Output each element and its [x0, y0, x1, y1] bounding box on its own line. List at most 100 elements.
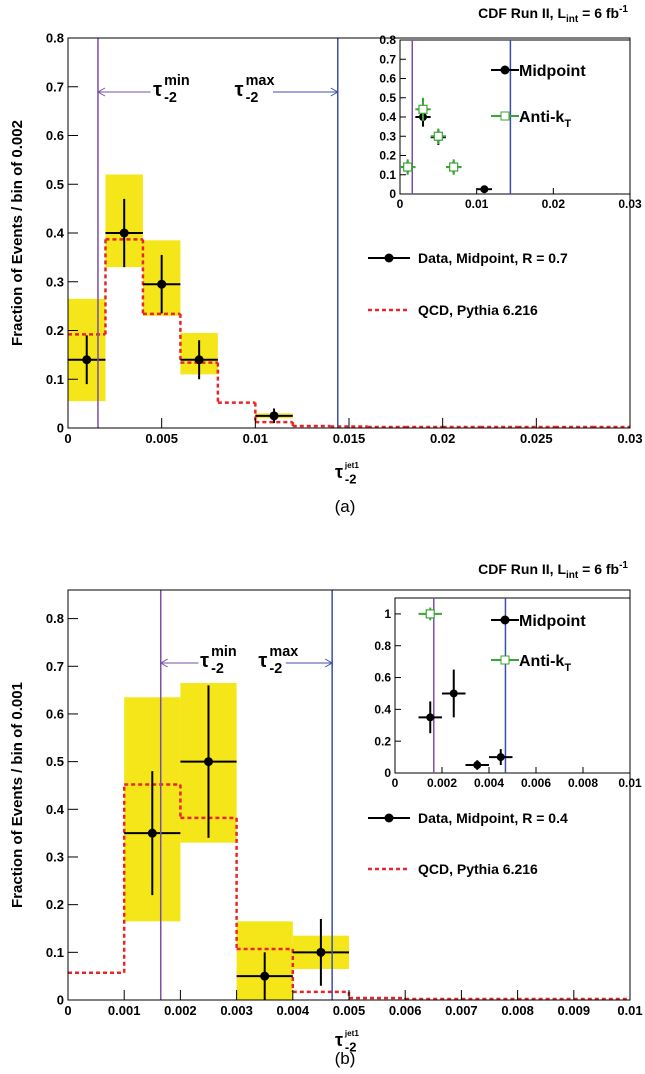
x-tick-label: 0	[397, 197, 404, 211]
symbol: τ	[335, 1030, 343, 1050]
point	[426, 713, 435, 722]
x-tick-label: 0.01	[618, 776, 642, 790]
legend-label: Midpoint	[519, 613, 586, 630]
x-tick-label: 0	[64, 1003, 71, 1018]
x-tick-label: 0.006	[389, 1003, 422, 1018]
point	[425, 609, 435, 619]
y-axis-label: Fraction of Events / bin of 0.002	[9, 120, 26, 346]
y-tick-label: 0.1	[46, 372, 64, 387]
x-tick-label: 0.007	[445, 1003, 478, 1018]
title-sup: -1	[619, 560, 628, 571]
chart-title: CDF Run II, Lint = 6 fb-1	[478, 560, 628, 581]
y-tick-label: 0.4	[46, 802, 65, 817]
title-text: CDF Run II, L	[478, 561, 566, 577]
symbol: τ	[258, 650, 267, 672]
y-tick-label: 0	[389, 187, 396, 201]
legend-name-sub: T	[564, 662, 571, 674]
caption: (b)	[335, 1049, 356, 1068]
subscript: -2	[246, 90, 259, 106]
y-tick-label: 0.4	[374, 703, 391, 717]
symbol: τ	[200, 650, 209, 672]
point	[496, 753, 505, 762]
point	[82, 355, 92, 365]
y-tick-label: 1	[384, 607, 391, 621]
x-tick-label: 0.002	[164, 1003, 197, 1018]
point	[157, 279, 167, 289]
x-tick-label: 0.01	[243, 431, 268, 446]
arrow-head	[324, 658, 334, 668]
title-sub: int	[566, 570, 579, 581]
legend-label: Data, Midpoint, R = 0.7	[418, 250, 568, 266]
title-text: CDF Run II, L	[478, 5, 566, 21]
y-tick-label: 0.6	[46, 707, 64, 722]
legend-label: Data, Midpoint, R = 0.4	[418, 810, 568, 826]
title-sup: -1	[619, 4, 628, 15]
y-tick-label: 0	[57, 421, 64, 436]
inset-area	[394, 597, 631, 774]
point	[418, 104, 428, 114]
y-tick-label: 0.1	[379, 168, 396, 182]
legend-marker	[500, 655, 510, 665]
y-tick-label: 0.5	[46, 177, 64, 192]
caption: (a)	[335, 497, 356, 516]
y-tick-label: 0.8	[379, 33, 396, 47]
y-tick-label: 0.6	[379, 72, 396, 86]
x-tick-label: 0	[392, 776, 399, 790]
legend-name-sub: T	[564, 118, 571, 130]
legend-name: Anti-k	[519, 109, 564, 126]
legend-label: Anti-kT	[519, 109, 571, 130]
y-tick-label: 0.4	[379, 110, 396, 124]
point	[480, 185, 489, 194]
x-tick-label: 0.003	[220, 1003, 253, 1018]
x-tick-label: 0.01	[465, 197, 489, 211]
y-tick-label: 0.8	[46, 31, 64, 46]
point	[194, 355, 204, 365]
subscript: -2	[211, 661, 224, 677]
point	[260, 971, 270, 981]
y-tick-label: 0.6	[46, 128, 64, 143]
symbol: τ	[335, 462, 343, 482]
arrow-head	[330, 87, 339, 97]
legend-label: Midpoint	[519, 63, 586, 80]
y-tick-label: 0.3	[46, 850, 64, 865]
point	[147, 828, 157, 838]
title-text: = 6 fb	[578, 561, 619, 577]
subscript: -2	[164, 90, 177, 106]
y-tick-label: 0	[57, 993, 64, 1008]
x-tick-label: 0.005	[145, 431, 178, 446]
x-tick-label: 0.006	[521, 776, 551, 790]
y-axis-label: Fraction of Events / bin of 0.001	[9, 682, 26, 908]
legend-name: Anti-k	[519, 653, 564, 670]
x-tick-label: 0.025	[520, 431, 553, 446]
subscript: -2	[345, 471, 357, 486]
y-tick-label: 0.2	[374, 734, 391, 748]
x-tick-label: 0.005	[333, 1003, 366, 1018]
y-tick-label: 0.3	[46, 274, 64, 289]
x-tick-label: 0.03	[618, 197, 642, 211]
x-tick-label: 0.009	[558, 1003, 591, 1018]
x-tick-label: 0.004	[474, 776, 504, 790]
y-tick-label: 0.7	[46, 659, 64, 674]
point	[473, 761, 482, 770]
x-tick-label: 0.03	[617, 431, 642, 446]
legend-marker	[384, 253, 394, 263]
symbol: τ	[153, 79, 162, 101]
superscript: jet1	[344, 461, 359, 470]
point	[204, 757, 213, 767]
legend-marker	[500, 65, 510, 75]
x-tick-label: 0.002	[427, 776, 457, 790]
legend-name: Midpoint	[519, 613, 586, 630]
point	[433, 131, 443, 141]
chart-title: CDF Run II, Lint = 6 fb-1	[478, 4, 628, 25]
x-tick-label: 0.004	[277, 1003, 310, 1018]
legend-label: Anti-kT	[519, 653, 571, 674]
y-tick-label: 0.2	[46, 897, 64, 912]
legend-marker	[500, 111, 510, 121]
subscript: -2	[269, 661, 282, 677]
y-tick-label: 0.8	[374, 639, 391, 653]
y-tick-label: 0.2	[46, 323, 64, 338]
y-tick-label: 0.3	[379, 129, 396, 143]
y-tick-label: 0.1	[46, 945, 64, 960]
x-tick-label: 0	[64, 431, 71, 446]
